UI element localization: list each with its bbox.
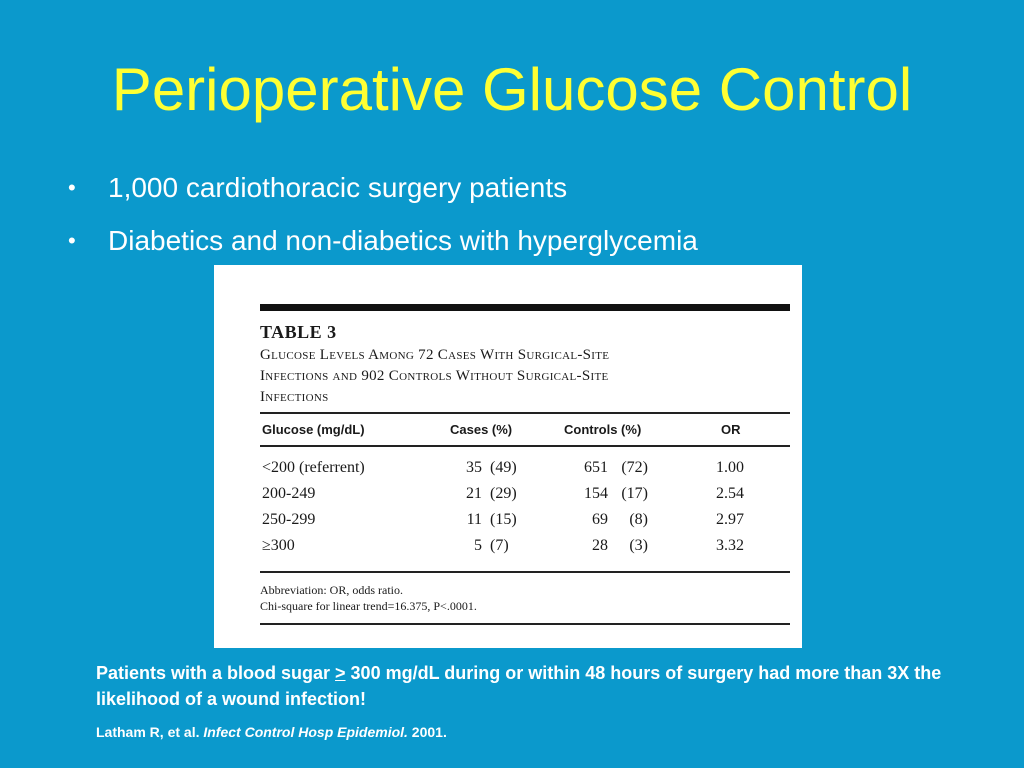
bullet-list: • 1,000 cardiothoracic surgery patients … (68, 170, 698, 276)
table-cell-controls: 154 (584, 485, 608, 502)
table-cell-cases: 35 (466, 459, 482, 476)
table-header-top-rule (260, 412, 790, 414)
table-cell-cases: 11 (466, 511, 482, 528)
citation-authors: Latham R, et al. (96, 724, 204, 740)
table-cell-controls: 28 (592, 537, 608, 554)
table-cell-controls: 651 (584, 459, 608, 476)
slide-title: Perioperative Glucose Control (111, 56, 913, 123)
table-cell-cases-pct: (15) (490, 511, 517, 528)
table-col-header: Cases (%) (450, 422, 513, 437)
table-image: TABLE 3 Glucose Levels Among 72 Cases Wi… (214, 265, 802, 648)
table-cell-controls-pct: (17) (621, 485, 648, 502)
table-cell-controls-pct: (72) (621, 459, 648, 476)
bullet-text: Diabetics and non-diabetics with hypergl… (108, 225, 698, 256)
table-footnote: Abbreviation: OR, odds ratio. (260, 583, 403, 597)
bullet-dot: • (68, 228, 76, 253)
summary-part: Patients with a blood sugar (96, 663, 336, 683)
summary-text: Patients with a blood sugar > 300 mg/dL … (96, 660, 956, 712)
table-label: TABLE 3 (260, 322, 337, 342)
citation: Latham R, et al. Infect Control Hosp Epi… (96, 724, 447, 740)
bullet-dot: • (68, 175, 76, 200)
table-cell-cases-pct: (7) (490, 537, 509, 554)
table-cell-cases: 21 (466, 485, 482, 502)
summary-symbol: > (335, 663, 346, 683)
table-cell-controls: 69 (592, 511, 608, 528)
table-cell-cases-pct: (29) (490, 485, 517, 502)
summary-part: 300 mg/dL during or within 48 hours of s… (96, 663, 942, 709)
table-cell-cases: 5 (474, 537, 482, 554)
table-col-header: OR (721, 422, 741, 437)
table-cell-or: 2.97 (716, 511, 744, 528)
table-caption: Glucose Levels Among 72 Cases With Surgi… (260, 345, 760, 408)
table-col-header: Controls (%) (564, 422, 642, 437)
table-top-rule (260, 304, 790, 311)
table-cell-or: 3.32 (716, 537, 744, 554)
table-col-header: Glucose (mg/dL) (262, 422, 365, 437)
bullet-text: 1,000 cardiothoracic surgery patients (108, 172, 568, 203)
table-caption-line: Glucose Levels Among 72 Cases With Surgi… (260, 347, 610, 363)
table-cell-glucose: 250-299 (262, 511, 316, 528)
citation-year: 2001. (407, 724, 447, 740)
table-cell-controls-pct: (8) (629, 511, 648, 528)
table-header-bottom-rule (260, 445, 790, 447)
citation-journal: Infect Control Hosp Epidemiol. (203, 724, 408, 740)
bullet-item: • Diabetics and non-diabetics with hyper… (68, 223, 698, 259)
table-bottom-rule (260, 623, 790, 625)
table-cell-controls-pct: (3) (629, 537, 648, 554)
table-caption-line: Infections and 902 Controls Without Surg… (260, 368, 609, 384)
table-cell-glucose: <200 (referrent) (262, 459, 365, 476)
table-cell-glucose: 200-249 (262, 485, 316, 502)
table-body-bottom-rule (260, 571, 790, 573)
table-caption-line: Infections (260, 389, 329, 405)
table-cell-or: 2.54 (716, 485, 744, 502)
table-cell-or: 1.00 (716, 459, 744, 476)
table-cell-cases-pct: (49) (490, 459, 517, 476)
table-cell-glucose: ≥300 (262, 537, 295, 554)
bullet-item: • 1,000 cardiothoracic surgery patients (68, 170, 698, 206)
table-footnote: Chi-square for linear trend=16.375, P<.0… (260, 599, 477, 613)
